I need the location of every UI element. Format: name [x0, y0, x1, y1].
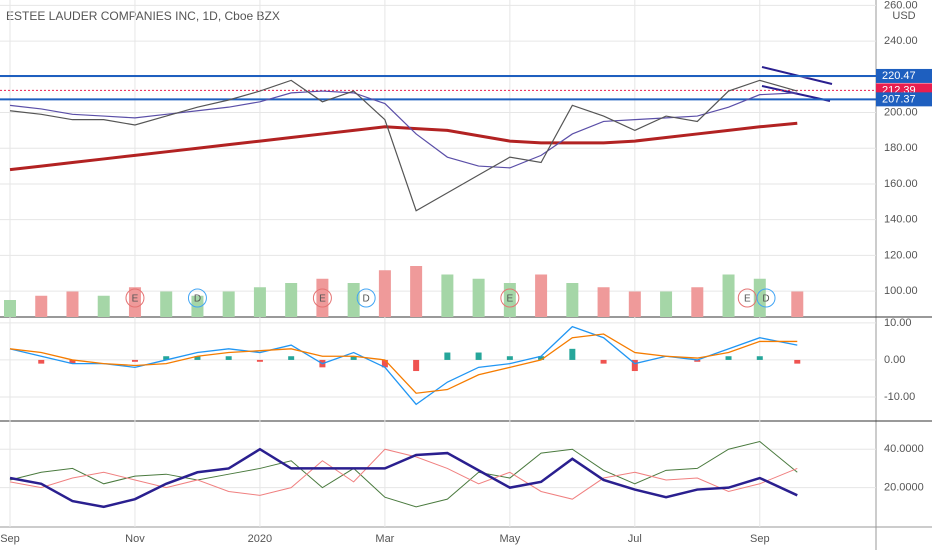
macd-histogram	[600, 359, 607, 364]
macd-histogram	[569, 348, 576, 360]
event-label: D	[194, 294, 201, 305]
y-tick-label: 40.0000	[884, 443, 924, 455]
minus-di-line	[9, 448, 798, 500]
x-tick-label: 2020	[248, 533, 272, 545]
macd-histogram	[444, 352, 451, 360]
ma200-line	[9, 121, 798, 172]
volume-bar	[97, 295, 110, 317]
volume-bar	[316, 278, 329, 317]
x-tick-label: Jul	[628, 533, 642, 545]
y-tick-label: 180.00	[884, 142, 918, 154]
event-label: D	[363, 294, 370, 305]
volume-bar	[347, 283, 360, 317]
volume-bar	[410, 266, 423, 317]
volume-bar	[253, 287, 266, 317]
volume-bar	[35, 295, 48, 317]
event-label: E	[507, 294, 514, 305]
macd-histogram	[381, 359, 388, 368]
y-tick-label: 200.00	[884, 106, 918, 118]
y-tick-label: 0.00	[884, 354, 905, 366]
y-tick-label: 260.00	[884, 0, 918, 11]
x-tick-label: May	[499, 533, 520, 545]
macd-histogram	[506, 356, 513, 360]
macd-histogram	[725, 356, 732, 360]
macd-histogram	[38, 359, 45, 364]
volume-bar	[472, 278, 485, 317]
macd-histogram	[475, 352, 482, 360]
event-marker	[187, 288, 207, 308]
volume-bar	[160, 291, 173, 317]
y-tick-label: 140.00	[884, 214, 918, 226]
macd-line	[9, 325, 798, 406]
x-tick-label: Nov	[125, 533, 145, 545]
event-marker	[737, 288, 757, 308]
volume-bar	[441, 274, 454, 317]
volume-bar	[3, 300, 16, 317]
volume-bar	[722, 274, 735, 317]
macd-histogram	[794, 359, 801, 364]
volume-bar	[628, 291, 641, 317]
macd-histogram	[288, 356, 295, 360]
volume-bar	[191, 295, 204, 317]
event-marker	[125, 288, 145, 308]
close-line	[9, 79, 798, 212]
macd-histogram	[756, 356, 763, 360]
macd-histogram	[194, 356, 201, 360]
event-label: E	[132, 294, 139, 305]
price-label: 220.47	[882, 70, 916, 82]
event-label: E	[319, 294, 326, 305]
y-tick-label: 160.00	[884, 178, 918, 190]
x-tick-label: Sep	[750, 533, 770, 545]
event-marker	[756, 288, 776, 308]
y-tick-label: 240.00	[884, 35, 918, 47]
signal-line	[9, 333, 798, 394]
y-tick-label: -10.00	[884, 391, 915, 403]
volume-bar	[791, 291, 804, 317]
y-tick-label: 120.00	[884, 249, 918, 261]
event-label: D	[762, 294, 769, 305]
volume-bar	[566, 283, 579, 317]
macd-histogram	[538, 356, 545, 360]
adx-line	[9, 447, 798, 509]
macd-histogram	[163, 356, 170, 360]
macd-histogram	[694, 359, 701, 362]
y-tick-label: 100.00	[884, 285, 918, 297]
y-tick-label: 10.00	[884, 317, 912, 329]
volume-bar	[66, 291, 79, 317]
price-label-bg	[876, 68, 932, 83]
event-label: E	[744, 294, 751, 305]
y-tick-label: 20.0000	[884, 482, 924, 494]
macd-histogram	[350, 356, 357, 360]
macd-histogram	[413, 359, 420, 372]
volume-bar	[503, 283, 516, 317]
price-label-bg	[876, 92, 932, 107]
volume-bar	[535, 274, 548, 317]
volume-bar	[378, 270, 391, 317]
x-tick-label: Sep	[0, 533, 20, 545]
volume-bar	[597, 287, 610, 317]
x-tick-label: Mar	[375, 533, 394, 545]
plus-di-line	[9, 441, 798, 508]
currency: USD	[892, 10, 915, 22]
event-marker	[356, 288, 376, 308]
macd-histogram	[225, 356, 232, 360]
macd-histogram	[631, 359, 638, 372]
macd-histogram	[256, 359, 263, 362]
volume-bar	[691, 287, 704, 317]
volume-bar	[753, 278, 766, 317]
price-label: 207.37	[882, 93, 916, 105]
volume-bar	[285, 283, 298, 317]
event-marker	[500, 288, 520, 308]
volume-bar	[660, 291, 673, 317]
macd-histogram	[69, 359, 76, 364]
macd-histogram	[131, 359, 138, 362]
chart-title: ESTEE LAUDER COMPANIES INC, 1D, Cboe BZX	[6, 9, 280, 23]
volume-bar	[222, 291, 235, 317]
volume-bar	[128, 287, 141, 317]
event-marker	[312, 288, 332, 308]
